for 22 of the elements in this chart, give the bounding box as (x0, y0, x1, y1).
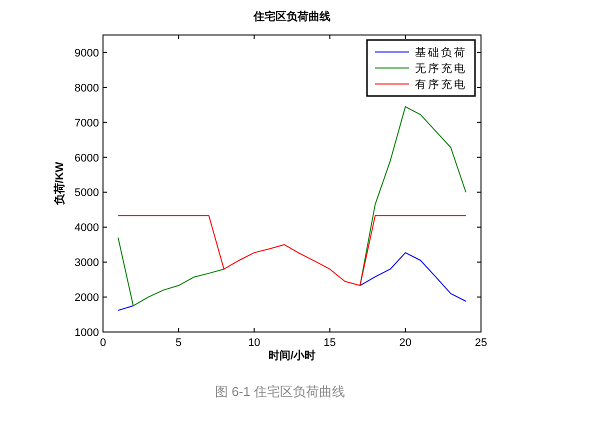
y-tick-label: 8000 (74, 82, 99, 94)
y-tick-label: 7000 (74, 117, 99, 130)
legend-label: 有序充电 (415, 78, 467, 91)
legend-label: 基础负荷 (415, 46, 467, 59)
y-tick-label: 2000 (74, 292, 99, 304)
caption: 图 6-1 住宅区负荷曲线 (214, 384, 346, 399)
x-tick-label: 15 (324, 337, 336, 349)
y-tick-label: 9000 (74, 47, 99, 60)
y-tick-label: 1000 (74, 327, 99, 339)
legend-label: 无序充电 (415, 62, 467, 75)
y-tick-label: 5000 (74, 187, 99, 200)
x-tick-label: 10 (248, 337, 260, 349)
x-tick-label: 20 (399, 337, 412, 349)
y-tick-label: 4000 (74, 222, 99, 234)
y-tick-label: 6000 (74, 152, 99, 164)
x-tick-label: 5 (176, 337, 182, 349)
chart-title: 住宅区负荷曲线 (252, 10, 330, 23)
x-tick-label: 25 (474, 337, 488, 349)
x-axis-title: 时间/小时 (268, 349, 316, 362)
x-tick-label: 0 (100, 337, 106, 349)
y-tick-label: 3000 (74, 257, 99, 270)
y-axis-title: 负荷/KW (53, 161, 66, 206)
